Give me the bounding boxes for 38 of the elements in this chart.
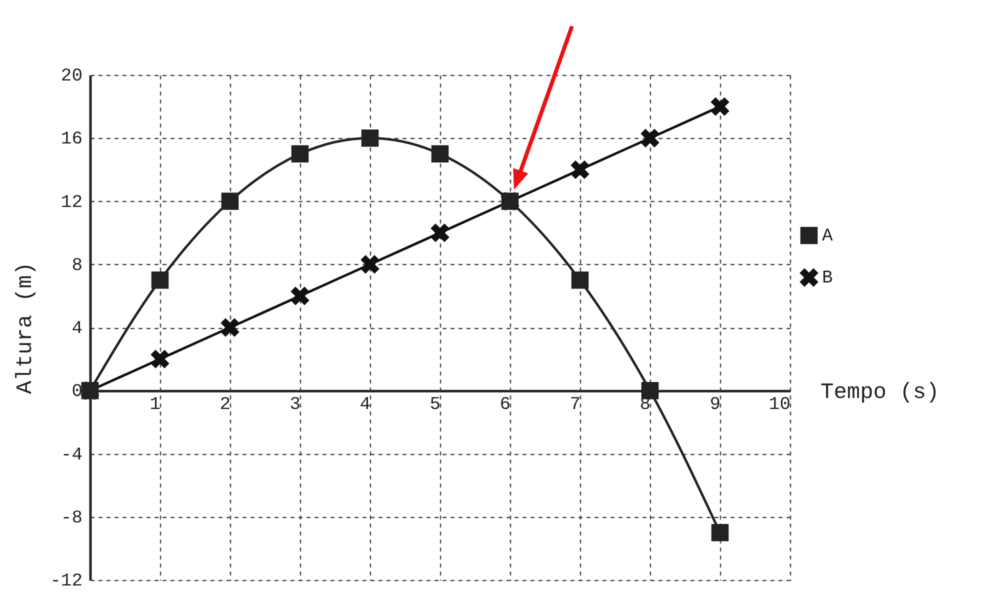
- point: [151, 272, 169, 289]
- point: [151, 350, 169, 368]
- y-tick-label: -4: [60, 445, 82, 466]
- x-axis-title: Tempo (s): [820, 380, 940, 406]
- y-tick-label: 8: [72, 256, 82, 276]
- point: [291, 287, 309, 305]
- x-tick-label: 4: [360, 395, 370, 416]
- y-tick-label: 12: [60, 192, 82, 213]
- x-tick-label: 2: [220, 395, 230, 416]
- x-tick-label: 3: [290, 395, 300, 416]
- x-tick-label: 5: [430, 395, 440, 416]
- x-tick-label: 1: [150, 395, 160, 416]
- x-tick-label: 7: [570, 395, 580, 416]
- point: [221, 318, 239, 336]
- point: [641, 129, 659, 147]
- point: [361, 129, 379, 147]
- x-tick-label: 6: [500, 395, 510, 416]
- x-tick-label: 10: [768, 395, 790, 416]
- y-tick-label: -8: [60, 508, 82, 528]
- y-tick-label: 4: [72, 319, 82, 339]
- point: [431, 224, 449, 242]
- y-tick-label: 20: [60, 66, 82, 86]
- point: [221, 192, 239, 210]
- y-axis-title: Altura (m): [13, 262, 38, 394]
- x-tick-label: 9: [710, 395, 720, 416]
- legend-label: A: [822, 226, 833, 246]
- y-tick-label: 0: [72, 382, 82, 402]
- y-tick-label: 16: [60, 130, 82, 150]
- point: [711, 524, 729, 542]
- point: [641, 382, 659, 400]
- y-tick-label: -12: [50, 572, 82, 592]
- point: [571, 272, 589, 289]
- point: [291, 145, 309, 163]
- legend-label: B: [822, 268, 833, 288]
- point: [361, 256, 379, 274]
- point: [431, 145, 449, 163]
- point: [711, 98, 729, 116]
- point: [571, 161, 589, 178]
